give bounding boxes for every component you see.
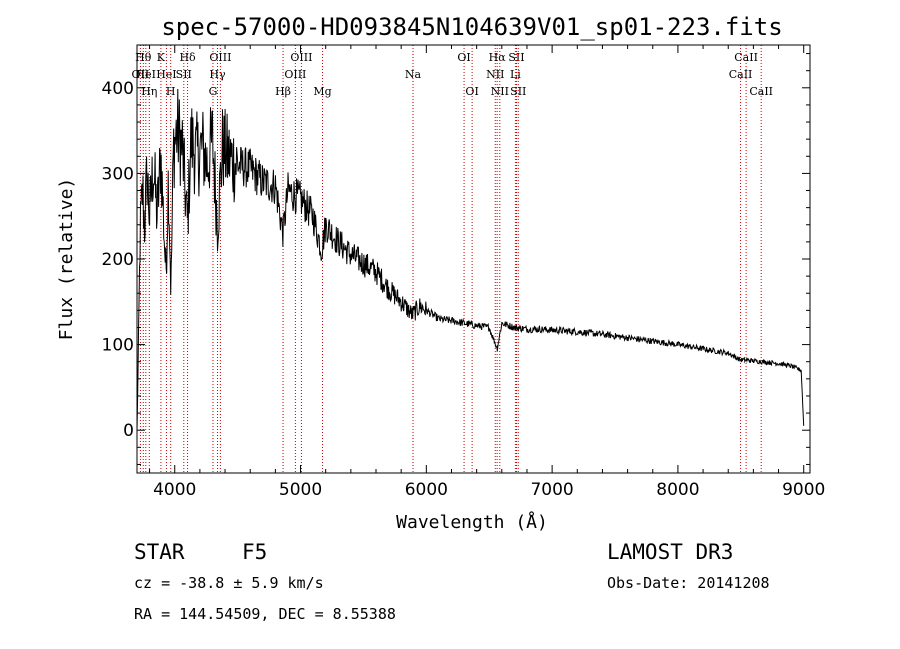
- y-tick-label: 400: [102, 79, 134, 99]
- line-id-label: CaII: [749, 85, 773, 98]
- line-id-label: NII: [491, 85, 509, 98]
- line-id-label: Hβ: [275, 85, 291, 98]
- y-axis-label: Flux (relative): [56, 178, 77, 341]
- x-axis-ticks: 4000 5000 6000 7000 8000 9000: [149, 45, 825, 500]
- x-tick-label: 9000: [782, 480, 825, 500]
- observation-date: Obs-Date: 20141208: [607, 574, 770, 592]
- line-id-label: G: [209, 85, 218, 98]
- line-id-label: Hα: [489, 51, 507, 64]
- redshift-velocity: cz = -38.8 ± 5.9 km/s: [134, 574, 324, 592]
- line-id-label: OIII: [209, 51, 231, 64]
- survey-name: LAMOST DR3: [607, 540, 733, 564]
- line-id-label: Na: [405, 68, 422, 81]
- object-subclass: F5: [242, 540, 267, 564]
- y-tick-label: 200: [102, 250, 134, 270]
- line-id-label: OI: [457, 51, 470, 64]
- x-tick-label: 5000: [279, 480, 322, 500]
- y-tick-label: 0: [123, 421, 134, 441]
- line-id-label: Hθ: [135, 51, 152, 64]
- line-id-label: HeI: [156, 68, 176, 81]
- line-id-label: OIII: [290, 51, 312, 64]
- spectrum-line: [136, 88, 805, 431]
- coordinates: RA = 144.54509, DEC = 8.55388: [134, 605, 396, 623]
- line-id-label: K: [157, 51, 166, 64]
- x-axis-label: Wavelength (Å): [396, 511, 548, 533]
- x-tick-label: 8000: [656, 480, 699, 500]
- x-tick-label: 6000: [405, 480, 448, 500]
- line-id-label: CaII: [729, 68, 753, 81]
- line-id-label: HeI: [136, 68, 156, 81]
- chart-title: spec-57000-HD093845N104639V01_sp01-223.f…: [161, 13, 782, 41]
- line-id-label: Hδ: [179, 51, 196, 64]
- line-id-label: Li: [510, 68, 521, 81]
- line-id-label: SII: [176, 68, 192, 81]
- line-id-label: Mg: [313, 85, 331, 98]
- line-id-label: SII: [510, 85, 526, 98]
- object-class: STAR: [134, 540, 185, 564]
- line-id-label: OII: [132, 68, 150, 81]
- line-id-label: NII: [486, 68, 504, 81]
- line-id-label: Hη: [141, 85, 157, 98]
- y-tick-label: 100: [102, 336, 134, 356]
- y-tick-label: 300: [102, 164, 134, 184]
- line-id-label: H: [166, 85, 176, 98]
- line-id-label: CaII: [734, 51, 758, 64]
- y-axis-ticks: 0 100 200 300 400: [102, 53, 810, 465]
- spectrum-series: [136, 88, 805, 431]
- line-id-label: SII: [508, 51, 524, 64]
- x-tick-label: 4000: [153, 480, 196, 500]
- line-id-label: OI: [465, 85, 478, 98]
- line-id-label: Hγ: [209, 68, 226, 81]
- x-tick-label: 7000: [530, 480, 573, 500]
- line-id-label: OIII: [284, 68, 306, 81]
- plot-frame: [136, 44, 811, 474]
